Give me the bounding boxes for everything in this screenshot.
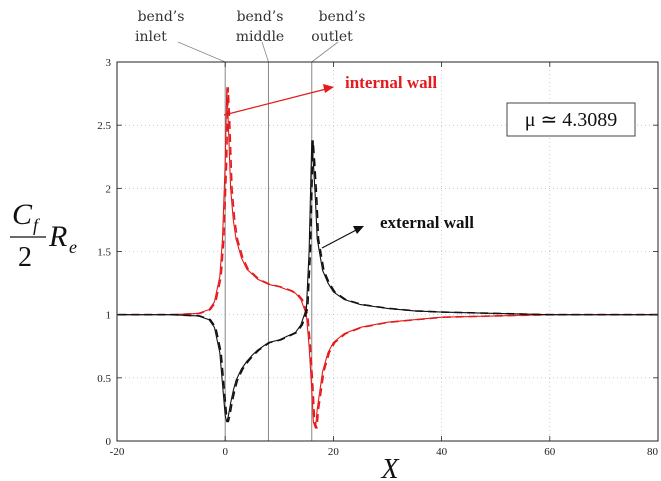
- x-tick-label: -20: [110, 446, 125, 458]
- external-wall-label: external wall: [380, 213, 474, 232]
- y-tick-label: 0: [106, 436, 112, 448]
- series-line-dashed: [118, 87, 660, 429]
- bend-leader: [177, 41, 226, 63]
- y-tick-label: 0.5: [97, 373, 111, 385]
- param-box-text: μ ≃ 4.3089: [525, 109, 617, 131]
- y-tick-label: 1.5: [97, 247, 111, 259]
- x-tick-label: 0: [222, 446, 228, 458]
- y-tick-label: 1: [106, 310, 112, 322]
- y-axis-label: C f 2 R e: [10, 198, 77, 273]
- internal-wall-arrowhead: [323, 84, 334, 93]
- param-box: [506, 102, 636, 137]
- internal-wall-arrow: [223, 87, 331, 116]
- y-tick-label: 2.5: [97, 120, 111, 132]
- x-tick-label: 80: [647, 446, 659, 458]
- x-tick-label: 60: [544, 446, 556, 458]
- bend-leader: [261, 41, 269, 63]
- bend-label-line2: outlet: [311, 29, 353, 45]
- series-line-solid: [117, 140, 658, 423]
- ylabel-den: 2: [18, 242, 32, 273]
- axis-ticks: 00.511.522.53-20 0 20 40 60 80: [97, 57, 658, 458]
- bend-label-line1: bend’s: [237, 9, 284, 25]
- y-tick-label: 3: [106, 57, 112, 69]
- x-tick-label: 20: [328, 446, 340, 458]
- annotations: internal wall external wall μ ≃ 4.3089: [223, 73, 636, 249]
- ylabel-num-sub: f: [33, 215, 41, 235]
- external-wall-arrowhead: [353, 226, 364, 234]
- ylabel-tail-sub: e: [69, 237, 77, 257]
- bend-label-line2: middle: [236, 29, 284, 45]
- bend-label-line1: bend’s: [138, 9, 185, 25]
- external-wall-arrow: [321, 227, 361, 249]
- bend-label-line1: bend’s: [319, 9, 366, 25]
- x-tick-label: 40: [436, 446, 448, 458]
- x-axis-label: X: [380, 454, 399, 481]
- y-tick-label: 2: [106, 183, 112, 195]
- bend-label-line2: inlet: [135, 29, 167, 45]
- bend-markers: bend’s inlet bend’s middle bend’s outlet: [135, 9, 365, 441]
- ylabel-tail: R: [48, 220, 67, 253]
- series-group: [117, 87, 660, 429]
- series-line-solid: [117, 87, 658, 429]
- internal-wall-label: internal wall: [345, 73, 437, 92]
- series-line-dashed: [118, 140, 660, 423]
- ylabel-num: C: [12, 198, 33, 231]
- bend-leader: [311, 41, 339, 63]
